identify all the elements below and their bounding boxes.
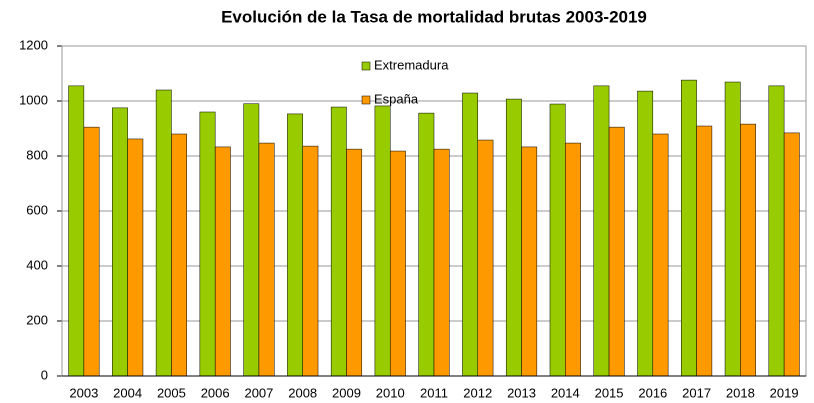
- bar: [462, 92, 479, 377]
- bar: [593, 85, 610, 377]
- y-tick-label: 0: [41, 367, 48, 382]
- x-tick-label: 2009: [332, 385, 361, 400]
- bar: [740, 123, 756, 377]
- bar: [652, 133, 669, 377]
- bar: [258, 142, 275, 377]
- bar: [696, 125, 713, 377]
- x-tick-label: 2007: [244, 385, 273, 400]
- bar: [505, 98, 522, 377]
- y-tick-label: 600: [26, 202, 48, 217]
- y-tick-label: 1000: [19, 92, 48, 107]
- y-tick-label: 200: [26, 312, 48, 327]
- bar: [681, 79, 697, 377]
- legend-label: España: [374, 91, 419, 106]
- chart-title: Evolución de la Tasa de mortalidad bruta…: [221, 7, 647, 26]
- x-tick-label: 2008: [288, 385, 317, 400]
- y-tick-label: 800: [26, 147, 48, 162]
- x-tick-label: 2006: [201, 385, 230, 400]
- legend-swatch: [361, 61, 371, 71]
- bar: [477, 139, 494, 377]
- bar: [330, 106, 347, 377]
- x-tick-label: 2004: [113, 385, 142, 400]
- bar: [549, 103, 566, 377]
- bar: [724, 81, 741, 377]
- x-tick-label: 2014: [551, 385, 580, 400]
- bar: [637, 90, 654, 377]
- bar: [433, 148, 450, 377]
- bar: [346, 148, 363, 377]
- bar: [155, 89, 172, 377]
- bar: [199, 111, 216, 377]
- bar: [768, 85, 785, 377]
- bar: [565, 142, 581, 377]
- bar: [68, 85, 85, 377]
- x-tick-label: 2012: [463, 385, 492, 400]
- legend-label: Extremadura: [374, 57, 449, 72]
- x-tick-label: 2011: [420, 385, 448, 400]
- x-tick-label: 2010: [376, 385, 405, 400]
- bar: [783, 132, 800, 377]
- x-tick-label: 2003: [69, 385, 98, 400]
- bar: [608, 126, 625, 377]
- bar: [287, 113, 303, 377]
- bar: [418, 112, 435, 377]
- x-tick-label: 2019: [770, 385, 799, 400]
- y-tick-label: 1200: [19, 37, 48, 52]
- bar: [521, 146, 538, 377]
- bar: [214, 146, 231, 377]
- x-tick-label: 2016: [638, 385, 667, 400]
- x-tick-label: 2013: [507, 385, 536, 400]
- bar: [171, 133, 187, 377]
- bar: [374, 105, 391, 377]
- y-tick-label: 400: [26, 257, 48, 272]
- bar: [127, 138, 144, 377]
- bar: [112, 107, 128, 377]
- x-tick-label: 2005: [157, 385, 186, 400]
- bar: [389, 150, 406, 377]
- legend-swatch: [361, 95, 371, 105]
- x-tick-label: 2018: [726, 385, 755, 400]
- x-tick-label: 2015: [595, 385, 624, 400]
- bar: [243, 103, 260, 377]
- bar: [302, 145, 319, 377]
- x-tick-label: 2017: [682, 385, 711, 400]
- bar: [83, 126, 100, 377]
